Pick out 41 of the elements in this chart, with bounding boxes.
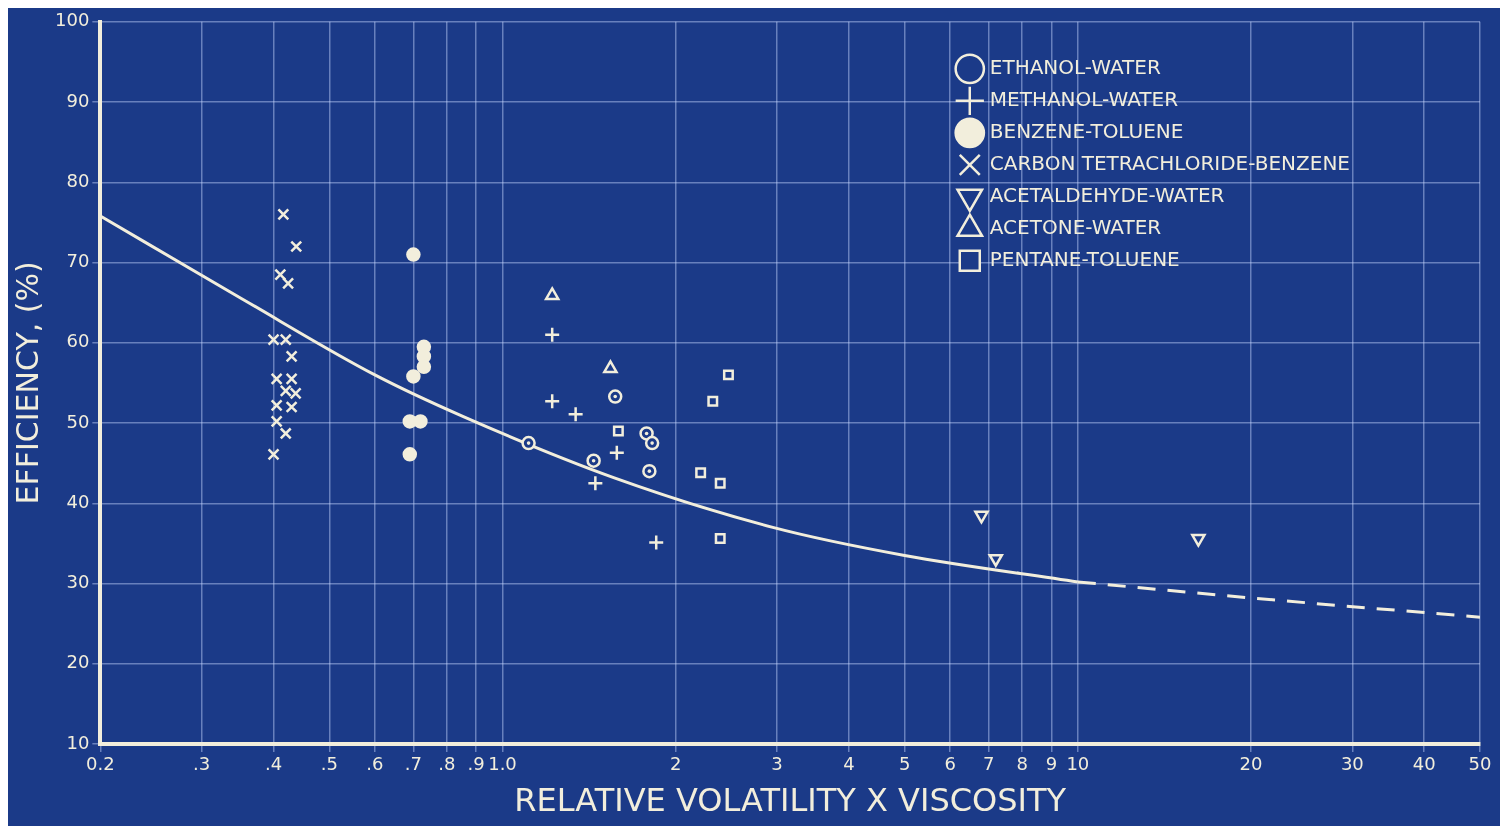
y-tick-label: 60 bbox=[66, 330, 90, 352]
legend-label: METHANOL-WATER bbox=[989, 87, 1179, 111]
y-axis-title: EFFICIENCY, (%) bbox=[9, 261, 45, 505]
y-tick-label: 20 bbox=[66, 651, 90, 673]
legend-label: ACETONE-WATER bbox=[989, 215, 1162, 239]
x-tick-label: 10 bbox=[1066, 753, 1090, 775]
x-tick-label: 2 bbox=[669, 753, 682, 775]
y-tick-label: 10 bbox=[66, 731, 90, 753]
legend-label: BENZENE-TOLUENE bbox=[989, 119, 1184, 143]
x-tick-label: 5 bbox=[898, 753, 911, 775]
x-tick-label: .3 bbox=[193, 753, 211, 775]
y-tick-label: 80 bbox=[66, 169, 90, 191]
x-tick-label: 8 bbox=[1016, 753, 1028, 775]
y-tick-label: 90 bbox=[66, 89, 90, 111]
x-tick-label: .8 bbox=[438, 753, 456, 775]
y-tick-label: 70 bbox=[66, 250, 90, 272]
x-tick-label: 0.2 bbox=[86, 753, 115, 775]
y-tick-label: 40 bbox=[66, 490, 90, 512]
x-tick-label: .7 bbox=[404, 753, 422, 775]
x-tick-label: 40 bbox=[1412, 753, 1436, 775]
x-tick-label: 30 bbox=[1340, 753, 1364, 775]
x-tick-label: .4 bbox=[264, 753, 283, 775]
x-tick-label: 20 bbox=[1239, 753, 1263, 775]
x-tick-label: 6 bbox=[944, 753, 956, 775]
x-tick-label: 1.0 bbox=[488, 753, 517, 775]
y-tick-label: 50 bbox=[66, 410, 90, 432]
x-axis-title: RELATIVE VOLATILITY X VISCOSITY bbox=[514, 781, 1067, 820]
legend-label: ETHANOL-WATER bbox=[989, 55, 1161, 79]
x-tick-label: .9 bbox=[467, 753, 485, 775]
x-tick-label: .6 bbox=[366, 753, 384, 775]
x-tick-label: 4 bbox=[843, 753, 855, 775]
x-tick-label: .5 bbox=[320, 753, 338, 775]
y-tick-label: 100 bbox=[55, 9, 90, 31]
x-tick-label: 7 bbox=[983, 753, 995, 775]
y-tick-label: 30 bbox=[66, 571, 90, 593]
x-tick-label: 9 bbox=[1045, 753, 1058, 775]
x-tick-label: 3 bbox=[771, 753, 783, 775]
legend-label: PENTANE-TOLUENE bbox=[989, 247, 1180, 271]
legend-label: CARBON TETRACHLORIDE-BENZENE bbox=[989, 151, 1351, 175]
x-tick-label: 50 bbox=[1468, 753, 1492, 775]
legend-label: ACETALDEHYDE-WATER bbox=[989, 183, 1225, 207]
